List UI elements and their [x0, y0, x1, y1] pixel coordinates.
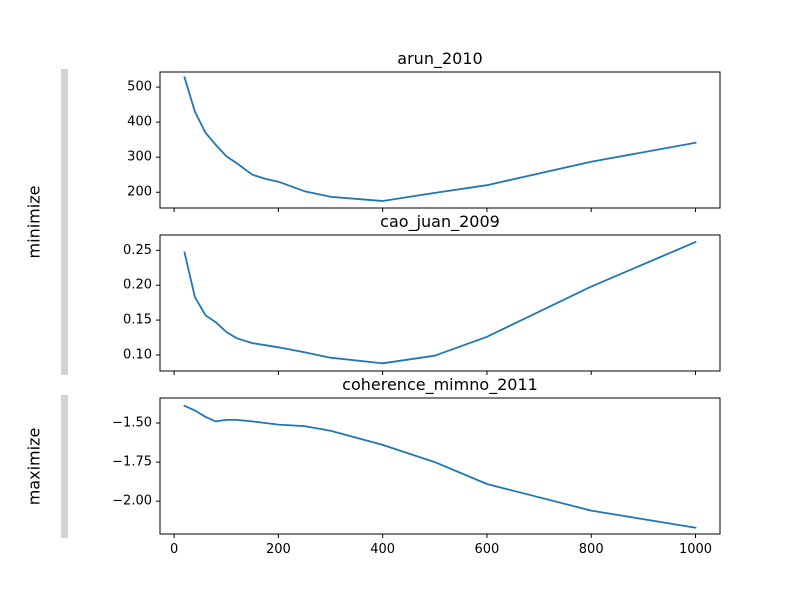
series-line-2-0 — [183, 404, 697, 529]
y-tick-label-0-3: 500 — [127, 80, 152, 95]
y-tick-label-0-2: 400 — [127, 115, 152, 130]
y-tick-label-2-1: −1.75 — [112, 455, 152, 470]
y-tick-label-1-0: 0.10 — [123, 347, 152, 362]
x-tick-label-2: 400 — [370, 542, 395, 557]
x-tick-label-5: 1000 — [679, 542, 712, 557]
series-line-1-0 — [183, 240, 697, 365]
x-tick-label-0: 0 — [170, 542, 178, 557]
y-tick-label-2-2: −2.00 — [112, 494, 152, 509]
panel-title-1: cao_juan_2009 — [380, 212, 500, 232]
x-tick-label-1: 200 — [266, 542, 291, 557]
panel-title-2: coherence_mimno_2011 — [342, 375, 538, 395]
series-line-0-0 — [183, 76, 697, 202]
x-tick-label-3: 600 — [475, 542, 500, 557]
y-tick-label-1-2: 0.20 — [123, 278, 152, 293]
y-tick-label-1-3: 0.25 — [123, 243, 152, 258]
x-tick-label-4: 800 — [579, 542, 604, 557]
group-bar-minimize — [61, 69, 68, 375]
plot-frame-2 — [159, 397, 721, 535]
y-tick-label-0-1: 300 — [127, 150, 152, 165]
y-tick-label-0-0: 200 — [127, 185, 152, 200]
group-bar-maximize — [61, 395, 68, 538]
group-label-minimize: minimize — [25, 186, 44, 259]
plot-frame-0 — [159, 71, 721, 209]
group-label-maximize: maximize — [25, 428, 44, 506]
plot-frame-1 — [159, 234, 721, 372]
y-tick-label-1-1: 0.15 — [123, 313, 152, 328]
panel-title-0: arun_2010 — [397, 49, 482, 69]
y-tick-label-2-0: −1.50 — [112, 416, 152, 431]
